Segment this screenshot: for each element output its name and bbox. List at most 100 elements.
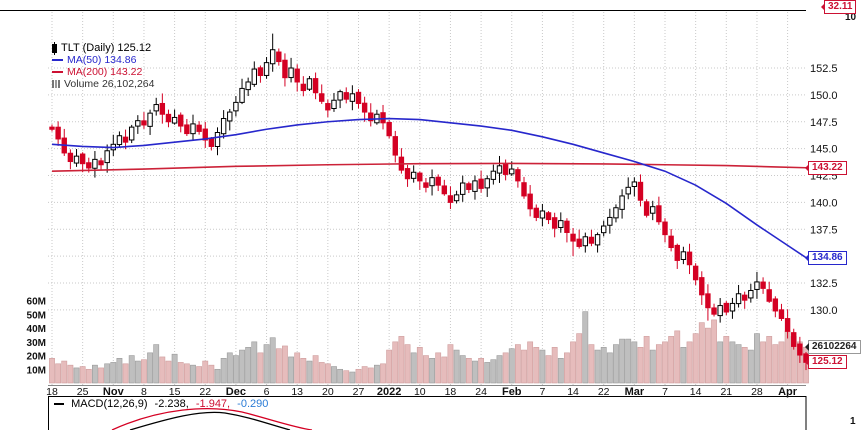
candle-body bbox=[122, 136, 129, 143]
volume-bar bbox=[190, 364, 196, 384]
svg-text:Nov: Nov bbox=[103, 386, 125, 398]
volume-bar bbox=[514, 344, 521, 384]
volume-bar bbox=[159, 356, 166, 384]
volume-bar bbox=[729, 341, 736, 384]
volume-bar bbox=[478, 357, 484, 384]
volume-bar bbox=[649, 349, 656, 384]
candle-body bbox=[233, 101, 239, 112]
volume-bar bbox=[606, 352, 613, 384]
candle-body bbox=[429, 177, 435, 187]
rsi-axis-label: 10 bbox=[845, 12, 857, 23]
candle-body bbox=[656, 205, 662, 223]
volume-bar bbox=[67, 364, 74, 384]
candle-body bbox=[104, 150, 110, 164]
volume-bar bbox=[398, 336, 405, 384]
volume-bar bbox=[472, 360, 478, 384]
svg-text:24: 24 bbox=[475, 386, 487, 398]
volume-bar bbox=[680, 347, 687, 384]
candle-body bbox=[190, 123, 196, 135]
svg-text:50M: 50M bbox=[27, 310, 46, 321]
ma200-line-icon bbox=[52, 71, 63, 73]
candle-body bbox=[594, 234, 601, 246]
candle-body bbox=[729, 302, 736, 312]
candle-body bbox=[49, 126, 55, 130]
volume-bar bbox=[711, 319, 717, 384]
svg-text:10M: 10M bbox=[27, 365, 46, 376]
volume-bar bbox=[92, 364, 98, 384]
candle-body bbox=[686, 251, 693, 266]
candle-body bbox=[539, 210, 546, 219]
candle-body bbox=[772, 298, 779, 312]
candle-body bbox=[797, 343, 803, 356]
candle-body bbox=[306, 78, 313, 90]
candle-body bbox=[178, 114, 184, 127]
volume-bar bbox=[324, 363, 331, 384]
volume-bar bbox=[545, 355, 552, 384]
svg-text:Dec: Dec bbox=[226, 386, 246, 398]
candle-body bbox=[662, 221, 668, 236]
svg-text:28: 28 bbox=[751, 386, 763, 398]
volume-bar bbox=[723, 336, 730, 384]
macd-signal-line bbox=[111, 408, 313, 430]
volume-bar bbox=[459, 355, 466, 384]
candle-body bbox=[447, 195, 454, 203]
rsi-value-tag: 32.11 bbox=[820, 0, 857, 14]
candle-body bbox=[791, 332, 797, 347]
volume-bar bbox=[772, 344, 779, 384]
svg-text:7: 7 bbox=[539, 386, 545, 398]
svg-text:14: 14 bbox=[690, 386, 702, 398]
candle-body bbox=[478, 178, 484, 189]
volume-bar bbox=[306, 360, 313, 384]
volume-bar bbox=[637, 347, 644, 384]
candle-body bbox=[135, 120, 141, 127]
volume-bar bbox=[196, 366, 203, 384]
macd-line bbox=[129, 411, 291, 430]
legend-ma200-row: MA(200) 143.22 bbox=[52, 66, 155, 78]
svg-text:152.5: 152.5 bbox=[810, 63, 838, 75]
ma50-line bbox=[51, 117, 807, 259]
svg-text:132.5: 132.5 bbox=[810, 278, 838, 290]
candle-body bbox=[588, 236, 595, 244]
volume-bar bbox=[674, 330, 681, 384]
volume-bar bbox=[705, 327, 711, 384]
candle-body bbox=[705, 293, 711, 309]
price-axis-tag: 134.86 bbox=[805, 250, 847, 265]
volume-bar bbox=[735, 344, 742, 384]
volume-bar bbox=[116, 357, 123, 384]
volume-bar bbox=[312, 355, 319, 384]
volume-bar bbox=[269, 337, 276, 384]
macd-axis-label: 1 bbox=[850, 416, 856, 427]
candle-body bbox=[607, 216, 613, 226]
volume-bar bbox=[496, 355, 503, 384]
volume-bar bbox=[85, 368, 92, 384]
candle-body bbox=[423, 182, 429, 188]
candle-body bbox=[92, 158, 98, 169]
volume-bar bbox=[275, 348, 282, 384]
volume-bar bbox=[539, 349, 546, 384]
volume-bar bbox=[349, 371, 356, 384]
volume-bar bbox=[447, 344, 454, 384]
candle-body bbox=[466, 183, 472, 190]
volume-bar bbox=[263, 344, 270, 384]
volume-bar bbox=[490, 359, 497, 384]
price-axis-tag: 143.22 bbox=[805, 160, 847, 175]
volume-bar bbox=[392, 341, 399, 384]
macd-signal-value: -1.947, bbox=[195, 398, 231, 410]
candle-body bbox=[282, 59, 288, 79]
volume-bar bbox=[600, 347, 607, 384]
macd-legend: MACD(12,26,9) -2.238, -1.947, -0.290 bbox=[54, 398, 272, 410]
volume-bar bbox=[318, 362, 325, 384]
candle-body bbox=[533, 207, 539, 218]
candle-body bbox=[386, 122, 392, 137]
candle-body bbox=[147, 112, 153, 127]
volume-bar bbox=[741, 347, 748, 384]
candle-body bbox=[558, 220, 564, 228]
volume-bar bbox=[686, 341, 693, 384]
volume-bar bbox=[576, 333, 583, 384]
macd-params: MACD(12,26,9) bbox=[71, 398, 148, 410]
svg-text:25: 25 bbox=[77, 386, 89, 398]
candle-body bbox=[257, 67, 264, 77]
candle-body bbox=[735, 293, 742, 305]
volume-bar bbox=[717, 341, 724, 384]
volume-bar bbox=[331, 366, 337, 384]
